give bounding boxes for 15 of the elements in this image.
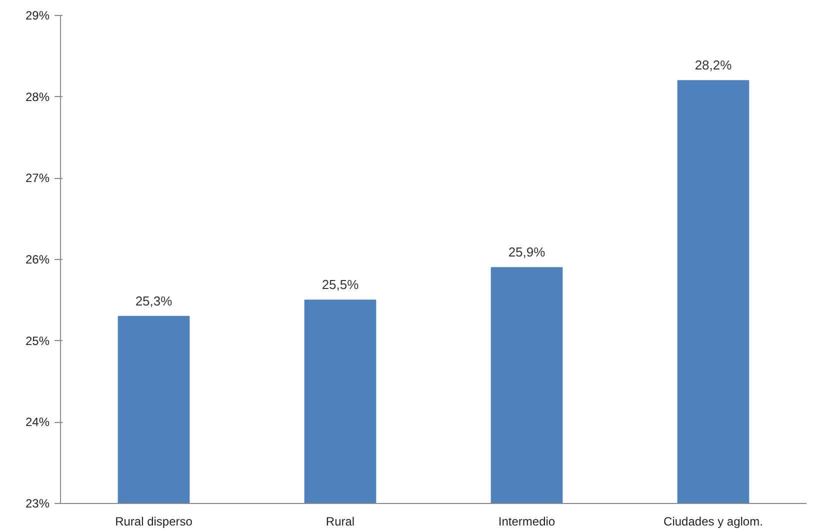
data-label: 25,9%	[508, 244, 546, 260]
data-label: 25,3%	[135, 293, 173, 308]
y-tick-label: 23%	[25, 496, 50, 510]
data-label: 25,5%	[322, 277, 360, 292]
x-tick-label: Intermedio	[498, 514, 556, 528]
y-tick-label: 29%	[25, 8, 50, 22]
y-tick-label: 27%	[25, 171, 50, 186]
y-tick-label: 26%	[25, 252, 50, 266]
y-tick-label: 25%	[25, 334, 50, 348]
x-tick-label: Rural disperso	[115, 514, 193, 528]
y-tick-label: 28%	[25, 90, 50, 104]
x-tick-label: Rural	[326, 514, 355, 528]
y-tick-label: 24%	[25, 415, 50, 430]
data-label: 28,2%	[694, 58, 732, 73]
x-tick-label: Ciudades y aglom.	[664, 514, 763, 528]
